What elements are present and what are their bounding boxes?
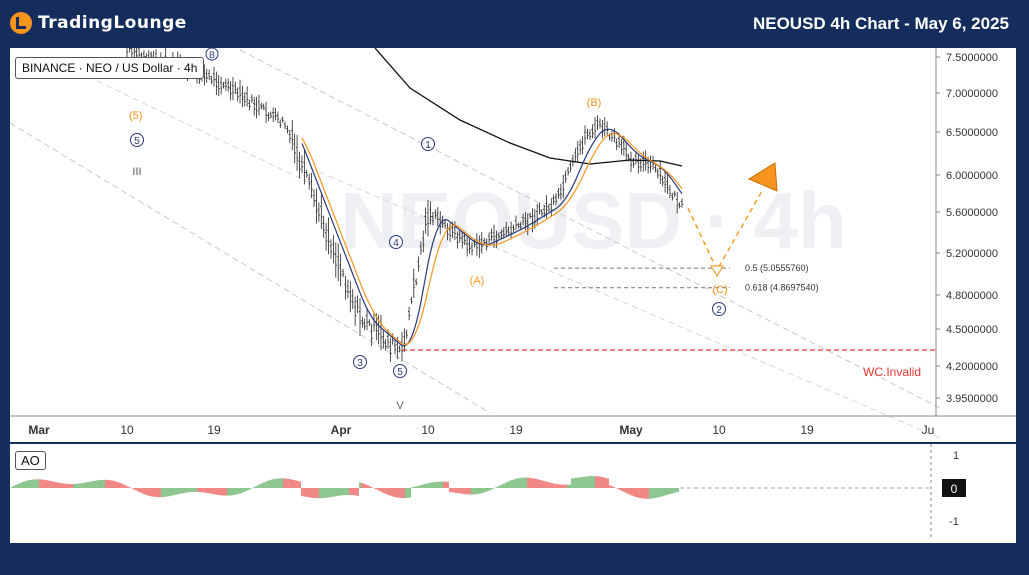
price-tick: 5.6000000 — [946, 207, 998, 219]
time-tick: Mar — [28, 423, 50, 437]
wave-4-circle-icon — [389, 235, 403, 249]
brand-logo: TradingLounge — [10, 12, 187, 34]
time-tick: 10 — [421, 423, 435, 437]
time-tick: 10 — [712, 423, 726, 437]
ao-chart-svg: 1 0 -1 — [11, 444, 966, 539]
time-tick: Ju — [922, 423, 935, 437]
wave-5-low-circle-icon — [393, 364, 407, 378]
brand-name: TradingLounge — [38, 13, 187, 33]
symbol-label[interactable]: BINANCE · NEO / US Dollar · 4h — [15, 57, 205, 79]
price-axis: 7.5000000 7.0000000 6.5000000 6.0000000 5.60… — [936, 52, 998, 405]
wave-4: 4 — [393, 238, 399, 249]
wave-A: (A) — [470, 275, 485, 287]
projection-path — [687, 190, 763, 272]
price-tick: 4.5000000 — [946, 324, 998, 336]
price-tick: 7.5000000 — [946, 52, 998, 64]
main-chart[interactable]: NEOUSD · 4h 7.5000000 7.0000000 6.5000000 6… — [9, 37, 1016, 442]
fib-levels: 0.5 (5.0555760) 0.618 (4.8697540) — [554, 263, 819, 293]
target-down-icon — [710, 265, 724, 277]
wave-2-circle-icon — [712, 302, 726, 316]
ao-tick-neg1: -1 — [949, 516, 959, 528]
price-tick: 7.0000000 — [946, 88, 998, 100]
wave-5-circle: 5 — [134, 136, 140, 147]
wave-III: III — [132, 166, 141, 178]
logo-icon — [10, 12, 32, 34]
time-axis: Mar 10 19 Apr 10 19 May 10 19 Ju — [28, 423, 934, 437]
wave-5-circle-icon — [130, 133, 144, 147]
ao-bars — [11, 476, 679, 499]
ao-panel[interactable]: 1 0 -1 AO — [10, 444, 1016, 543]
ao-tick-0: 0 — [951, 482, 958, 496]
up-arrow-icon — [747, 162, 778, 192]
time-tick: May — [619, 423, 643, 437]
time-tick: 19 — [509, 423, 523, 437]
wave-5-low: 5 — [397, 367, 403, 378]
wave-1: 1 — [425, 140, 431, 151]
wave-C: (C) — [712, 284, 727, 296]
ao-tick-1: 1 — [953, 450, 959, 462]
fib-0618-label: 0.618 (4.8697540) — [745, 283, 819, 293]
price-tick: 3.9500000 — [946, 393, 998, 405]
ma-orange-line — [301, 133, 683, 346]
wave-1-circle-icon — [421, 137, 435, 151]
wave-B-circle: B — [209, 50, 215, 60]
wave-labels: (5) 5 III B 1 4 3 5 V (A) (B) (C) 2 — [129, 47, 728, 412]
wave-2: 2 — [716, 305, 722, 316]
ma-navy-line — [301, 128, 683, 347]
price-tick: 6.0000000 — [946, 170, 998, 182]
ao-zero-badge — [942, 479, 966, 497]
time-tick: 10 — [120, 423, 134, 437]
price-tick: 4.2000000 — [946, 361, 998, 373]
wave-5-orange: (5) — [129, 110, 142, 122]
price-tick: 5.2000000 — [946, 248, 998, 260]
price-chart-svg[interactable]: NEOUSD · 4h 7.5000000 7.0000000 6.5000000 6… — [9, 37, 1016, 442]
wave-V: V — [396, 400, 404, 412]
watermark: NEOUSD · 4h — [340, 176, 847, 265]
wave-3: 3 — [357, 358, 363, 369]
header: TradingLounge NEOUSD 4h Chart - May 6, 2… — [0, 0, 1029, 48]
chart-title: NEOUSD 4h Chart - May 6, 2025 — [752, 14, 1009, 33]
ma-200-line — [374, 47, 683, 167]
candles — [125, 37, 684, 363]
price-tick: 6.5000000 — [946, 127, 998, 139]
invalidation-label: WC.Invalid — [863, 365, 921, 379]
time-tick: Apr — [331, 423, 352, 437]
time-tick: 19 — [800, 423, 814, 437]
channel-lines — [9, 49, 941, 439]
wave-B-circle-icon — [205, 47, 219, 61]
price-tick: 4.8000000 — [946, 290, 998, 302]
wave-B: (B) — [587, 97, 602, 109]
ao-label[interactable]: AO — [15, 451, 46, 470]
fib-050-label: 0.5 (5.0555760) — [745, 263, 809, 273]
wave-3-circle-icon — [353, 355, 367, 369]
time-tick: 19 — [207, 423, 221, 437]
